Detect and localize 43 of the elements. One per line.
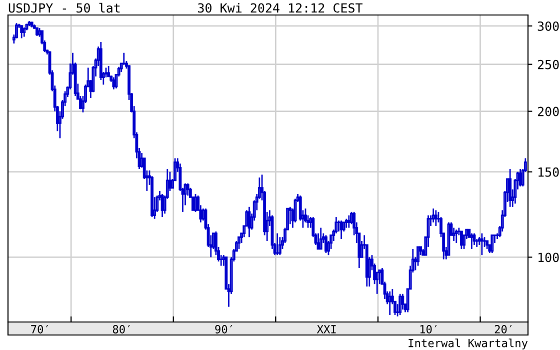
candlestick	[22, 26, 26, 38]
x-tick-label: 80′	[112, 325, 130, 334]
candlestick	[490, 234, 494, 254]
candlestick	[432, 208, 435, 224]
candlestick	[434, 210, 438, 227]
candlestick	[398, 293, 402, 316]
x-tick-label: 10′	[420, 325, 437, 334]
candlestick	[388, 290, 392, 316]
candlestick	[340, 220, 343, 240]
y-tick-label: 150	[538, 167, 559, 177]
chart-subtitle: 30 Kwi 2024 12:12 CEST	[198, 2, 362, 13]
candlestick	[416, 246, 420, 266]
text: Interwal Kwartalny	[408, 338, 528, 350]
candlestick	[452, 227, 456, 242]
candlestick	[248, 206, 251, 238]
candlestick	[508, 168, 512, 208]
x-tick-label: 20′	[494, 325, 512, 334]
candlestick	[238, 236, 240, 250]
candlestick	[518, 168, 522, 188]
candlestick	[480, 232, 484, 256]
x-tick-label: 90′	[215, 325, 232, 334]
candlestick	[78, 95, 82, 110]
candlestick	[347, 214, 350, 228]
candlestick	[278, 236, 282, 256]
y-tick-label: 250	[538, 60, 559, 70]
candlestick	[324, 234, 328, 254]
x-tick-label: 70′	[31, 325, 48, 334]
candlestick	[454, 228, 458, 244]
candlestick	[319, 227, 322, 250]
candlestick	[460, 230, 463, 250]
chart-title: USDJPY - 50 lat	[8, 2, 120, 13]
candlestick	[112, 76, 116, 90]
y-tick-label: 300	[538, 21, 559, 31]
x-tick-label: XXI	[316, 325, 336, 334]
candlestick	[472, 232, 476, 246]
y-tick-label: 200	[538, 106, 559, 116]
candlestick	[470, 232, 474, 250]
candlestick	[160, 193, 164, 218]
candlestick	[122, 52, 126, 66]
y-tick-label: 100	[538, 252, 559, 262]
candlestick	[276, 232, 279, 256]
candlestick	[20, 24, 24, 39]
candlestick	[194, 193, 197, 213]
